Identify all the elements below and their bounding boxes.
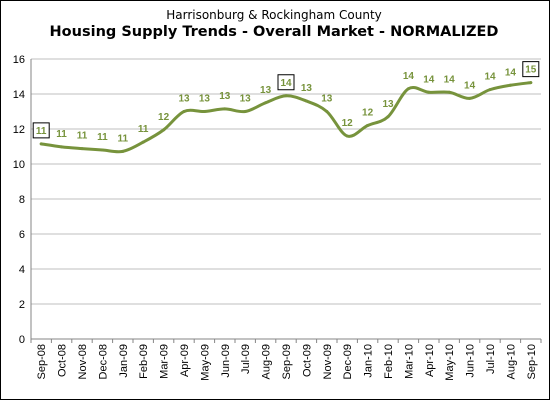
y-tick-label: 4 (19, 264, 25, 276)
x-tick-label: Aug-10 (505, 344, 517, 379)
data-label: 13 (382, 99, 394, 110)
data-label: 14 (403, 71, 415, 82)
data-label: 12 (362, 108, 374, 119)
data-point (182, 110, 186, 113)
x-tick-label: Apr-09 (179, 344, 191, 377)
data-label: 14 (505, 67, 517, 78)
data-point (284, 94, 288, 98)
data-point (162, 128, 166, 132)
data-point (121, 149, 125, 153)
data-label: 13 (219, 91, 231, 102)
series-line (39, 81, 533, 154)
data-label: 11 (36, 126, 47, 137)
x-tick-label: May-10 (444, 344, 456, 381)
data-point (345, 134, 349, 138)
x-tick-label: Aug-09 (261, 344, 273, 379)
data-point (366, 124, 370, 127)
data-label: 13 (240, 94, 252, 105)
x-tick-label: Sep-09 (281, 344, 293, 379)
data-label: 13 (199, 94, 211, 105)
data-point (325, 110, 329, 113)
x-tick-label: Sep-10 (526, 344, 538, 379)
x-tick-label: Jan-09 (118, 344, 130, 378)
data-label: 14 (423, 74, 435, 85)
data-point (447, 90, 451, 94)
data-label: 14 (464, 80, 476, 91)
x-tick-label: Jun-09 (220, 344, 232, 378)
data-label-box (32, 122, 50, 139)
y-tick-label: 10 (13, 159, 25, 171)
data-label-box (277, 74, 295, 91)
data-point (39, 142, 43, 146)
data-point (386, 115, 390, 119)
data-point (468, 96, 472, 100)
x-tick-label: Feb-09 (138, 344, 150, 379)
data-point (60, 145, 64, 149)
y-tick-label: 8 (19, 194, 25, 206)
chart-title: Housing Supply Trends - Overall Market -… (49, 24, 499, 40)
data-point (223, 107, 227, 111)
data-label: 11 (56, 129, 67, 140)
x-tick-label: Oct-08 (57, 344, 69, 377)
data-label: 12 (342, 118, 354, 129)
x-tick-label: Mar-10 (403, 344, 415, 379)
y-tick-label: 0 (19, 334, 25, 346)
data-point (243, 110, 247, 113)
data-label: 14 (444, 74, 456, 85)
data-point (427, 90, 431, 94)
x-tick-label: Dec-08 (97, 344, 109, 379)
x-tick-label: Jul-09 (240, 344, 252, 374)
y-tick-label: 14 (13, 89, 25, 101)
y-tick-label: 2 (19, 299, 25, 311)
x-tick-label: Dec-09 (342, 344, 354, 379)
data-label: 12 (158, 112, 170, 123)
data-label: 13 (301, 83, 313, 94)
data-label: 14 (280, 78, 292, 89)
x-tick-label: Oct-09 (301, 344, 313, 377)
x-tick-label: Jan-10 (363, 344, 375, 378)
y-tick-label: 6 (19, 229, 25, 241)
data-label: 13 (178, 94, 190, 105)
data-point (264, 101, 268, 105)
y-tick-label: 16 (13, 54, 25, 66)
data-point (406, 87, 410, 91)
data-point (141, 140, 145, 144)
data-point (304, 99, 308, 103)
x-tick-label: Apr-10 (424, 344, 436, 377)
data-label: 11 (97, 132, 108, 143)
data-point (100, 148, 104, 152)
x-tick-label: Jun-10 (465, 344, 477, 378)
x-tick-label: Sep-08 (36, 344, 48, 379)
data-point (202, 110, 206, 113)
data-label: 11 (77, 131, 88, 142)
data-label: 11 (118, 133, 129, 144)
data-point (80, 147, 84, 151)
x-tick-label: May-09 (199, 344, 211, 381)
data-point (488, 88, 492, 92)
data-label-box (522, 61, 540, 78)
chart-subtitle: Harrisonburg & Rockingham County (166, 8, 382, 22)
data-point (529, 81, 533, 85)
data-label: 14 (484, 72, 496, 83)
x-tick-label: Nov-09 (322, 344, 334, 379)
data-label: 13 (321, 94, 333, 105)
y-tick-label: 12 (13, 124, 25, 136)
data-point (508, 83, 512, 87)
x-tick-label: Mar-09 (159, 344, 171, 379)
x-tick-label: Nov-08 (77, 344, 89, 379)
data-label: 13 (260, 85, 272, 96)
x-tick-label: Feb-10 (383, 344, 395, 379)
data-label: 11 (138, 124, 149, 135)
data-label: 15 (525, 65, 537, 76)
x-tick-label: Jul-10 (485, 344, 497, 374)
